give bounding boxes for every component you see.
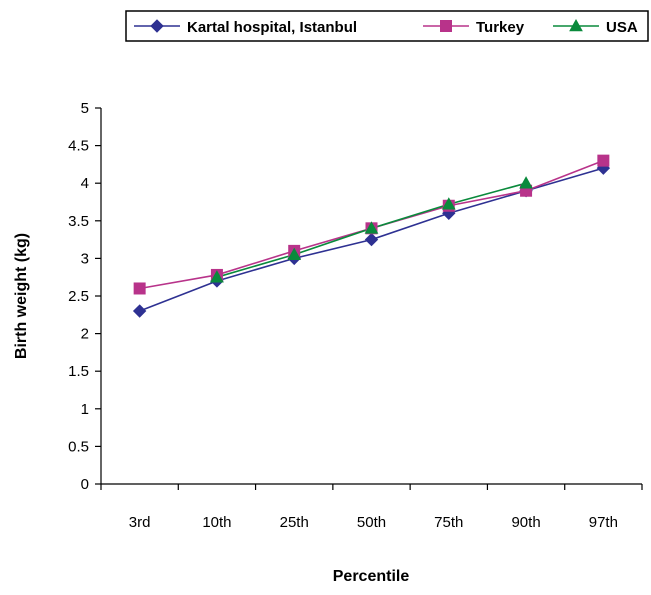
legend-label: Kartal hospital, Istanbul bbox=[187, 19, 357, 36]
y-tick-label: 4.5 bbox=[68, 138, 89, 155]
data-point bbox=[133, 282, 146, 295]
legend-label: USA bbox=[606, 19, 638, 36]
y-tick-label: 0 bbox=[81, 476, 89, 493]
x-axis-title: Percentile bbox=[333, 568, 410, 585]
legend-marker bbox=[440, 20, 452, 32]
x-tick-label: 50th bbox=[357, 514, 386, 531]
legend-marker bbox=[150, 19, 164, 33]
y-tick-label: 3.5 bbox=[68, 213, 89, 230]
data-point bbox=[364, 232, 379, 247]
y-tick-label: 0.5 bbox=[68, 438, 89, 455]
y-tick-label: 3 bbox=[81, 250, 89, 267]
data-point bbox=[597, 154, 610, 167]
y-tick-label: 1.5 bbox=[68, 363, 89, 380]
legend-marker bbox=[569, 18, 583, 32]
x-tick-label: 25th bbox=[280, 514, 309, 531]
data-point bbox=[132, 304, 147, 318]
legend-label: Turkey bbox=[476, 19, 525, 36]
y-tick-label: 2 bbox=[81, 326, 89, 343]
data-point bbox=[519, 176, 533, 189]
x-tick-label: 90th bbox=[511, 514, 540, 531]
series-markers bbox=[132, 154, 611, 318]
axes bbox=[100, 108, 642, 485]
y-tick-label: 1 bbox=[81, 401, 89, 418]
x-tick-label: 3rd bbox=[129, 514, 151, 531]
x-tick-label: 75th bbox=[434, 514, 463, 531]
x-ticks: 3rd 10th 25th 50th 75th 90th 97th bbox=[100, 484, 643, 531]
x-tick-label: 97th bbox=[589, 514, 618, 531]
y-tick-label: 4 bbox=[81, 175, 89, 192]
y-axis-title: Birth weight (kg) bbox=[13, 233, 30, 359]
y-ticks: 0 0.5 1 1.5 2 2.5 3 3.5 4 4.5 5 bbox=[68, 100, 101, 493]
data-point bbox=[210, 270, 224, 283]
legend: Kartal hospital, Istanbul Turkey USA bbox=[125, 10, 649, 42]
x-tick-label: 10th bbox=[202, 514, 231, 531]
y-tick-label: 2.5 bbox=[68, 288, 89, 305]
y-tick-label: 5 bbox=[81, 100, 89, 117]
data-point bbox=[287, 247, 302, 260]
data-point bbox=[364, 221, 379, 234]
data-point bbox=[441, 197, 456, 210]
